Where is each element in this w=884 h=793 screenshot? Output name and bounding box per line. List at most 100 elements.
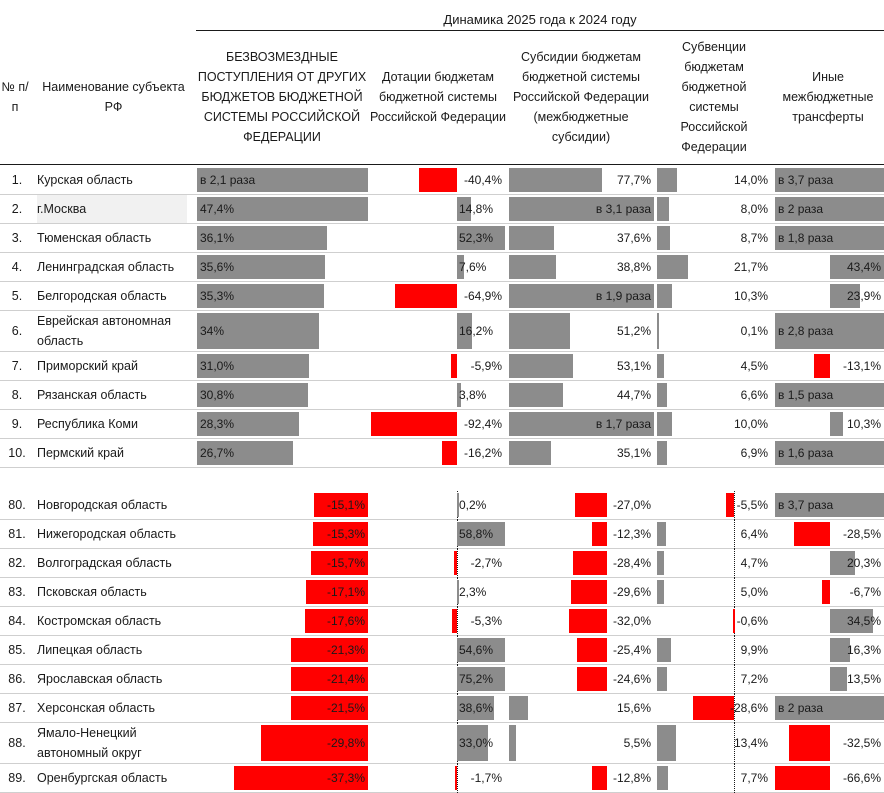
bar-subsidies	[509, 354, 573, 378]
value-label-subsidies: -24,6%	[612, 671, 651, 686]
value-label-other-transfers: 23,9%	[846, 288, 881, 303]
region-name: Белгородская область	[37, 289, 167, 303]
value-label-receipts: 30,8%	[200, 387, 235, 402]
bar-receipts	[197, 441, 294, 465]
value-label-grants: 0,2%	[459, 497, 487, 512]
bar-receipts	[313, 493, 368, 517]
bar-grants	[457, 580, 460, 604]
value-label-grants: 58,8%	[459, 526, 494, 541]
value-label-subventions: 8,7%	[740, 230, 768, 245]
bar-grants	[457, 226, 505, 250]
header-col-grants: Дотации бюджетам бюджетной системы Росси…	[370, 70, 506, 124]
bar-subsidies	[574, 493, 607, 517]
value-label-grants: -1,7%	[470, 770, 502, 785]
bar-grants	[457, 638, 505, 662]
zero-line	[734, 665, 735, 694]
value-label-subsidies: 38,8%	[616, 259, 651, 274]
bar-other-transfers	[775, 441, 884, 465]
value-label-subsidies: -12,8%	[612, 770, 651, 785]
row-number: 82.	[8, 555, 26, 570]
bar-subsidies	[591, 766, 607, 790]
value-label-subventions: 0,1%	[740, 323, 768, 338]
region-name: Липецкая область	[37, 643, 143, 657]
row-number: 3.	[11, 230, 23, 245]
value-label-subsidies: в 1,9 раза	[595, 288, 651, 303]
row-number: 10.	[8, 445, 26, 460]
value-label-other-transfers: в 1,6 раза	[778, 445, 834, 460]
value-label-subventions: -28,6%	[729, 700, 768, 715]
table-row: 8. Рязанская область 30,8% 3,8% 44,7% 6,6% в 1…	[0, 381, 884, 410]
zero-line	[734, 549, 735, 578]
region-name: г.Москва	[37, 195, 187, 223]
table-row: 89. Оренбургская область -37,3% -1,7% -12,8%…	[0, 764, 884, 793]
value-label-subventions: 14,0%	[733, 172, 768, 187]
bar-subventions	[657, 284, 672, 308]
header-rule	[0, 164, 884, 165]
value-label-receipts: -15,3%	[326, 526, 365, 541]
region-name: Херсонская область	[37, 701, 155, 715]
bar-subventions	[657, 354, 664, 378]
bar-receipts	[311, 551, 368, 575]
bar-receipts	[291, 638, 368, 662]
row-number: 4.	[11, 259, 23, 274]
table-row: 87. Херсонская область -21,5% 38,6% 15,6% -28…	[0, 694, 884, 723]
row-number: 5.	[11, 288, 23, 303]
zero-line	[457, 607, 458, 636]
value-label-receipts: 28,3%	[200, 416, 235, 431]
value-label-other-transfers: 16,3%	[846, 642, 881, 657]
bar-receipts	[260, 725, 368, 761]
table-row: 82. Волгоградская область -15,7% -2,7% -28,4…	[0, 549, 884, 578]
value-label-subventions: 4,5%	[740, 358, 768, 373]
header-name: Наименование субъекта РФ	[42, 80, 185, 114]
bar-subsidies	[509, 197, 654, 221]
row-number: 88.	[8, 735, 26, 750]
value-label-subventions: 10,3%	[733, 288, 768, 303]
zero-line	[734, 764, 735, 793]
value-label-receipts: 47,4%	[200, 201, 235, 216]
region-name: Пермский край	[37, 446, 124, 460]
value-label-other-transfers: 34,5%	[846, 613, 881, 628]
value-label-subsidies: 77,7%	[616, 172, 651, 187]
table-row: 86. Ярославская область -21,4% 75,2% -24,6% 7…	[0, 665, 884, 694]
value-label-other-transfers: в 3,7 раза	[778, 497, 834, 512]
value-label-receipts: -21,3%	[326, 642, 365, 657]
bar-subsidies	[577, 667, 607, 691]
zero-line	[734, 578, 735, 607]
bar-subventions	[657, 551, 664, 575]
value-label-subventions: 9,9%	[740, 642, 768, 657]
table-row: 3. Тюменская область 36,1% 52,3% 37,6% 8,7% в …	[0, 224, 884, 253]
row-number: 9.	[11, 416, 23, 431]
value-label-subventions: -5,5%	[736, 497, 768, 512]
value-label-subsidies: -32,0%	[612, 613, 651, 628]
bar-other-transfers	[821, 580, 830, 604]
bar-grants	[457, 725, 489, 761]
bar-subsidies	[509, 725, 516, 761]
bar-grants	[451, 609, 457, 633]
bar-subsidies	[509, 412, 654, 436]
value-label-subsidies: 44,7%	[616, 387, 651, 402]
value-label-grants: 33,0%	[459, 735, 494, 750]
bar-subventions	[733, 609, 736, 633]
value-label-grants: -64,9%	[463, 288, 502, 303]
bar-subsidies	[592, 522, 607, 546]
value-label-subventions: 4,7%	[740, 555, 768, 570]
bar-receipts	[306, 580, 368, 604]
value-label-receipts: 34%	[200, 323, 225, 338]
bar-receipts	[197, 284, 325, 308]
value-label-grants: 3,8%	[459, 387, 487, 402]
bar-grants	[457, 313, 473, 349]
value-label-other-transfers: 43,4%	[846, 259, 881, 274]
bar-other-transfers	[830, 638, 851, 662]
bar-grants	[441, 441, 457, 465]
value-label-receipts: 31,0%	[200, 358, 235, 373]
bar-receipts	[197, 412, 299, 436]
zero-line	[734, 723, 735, 764]
region-name: Псковская область	[37, 585, 147, 599]
bar-subsidies	[572, 551, 607, 575]
region-name: Волгоградская область	[37, 556, 172, 570]
bar-subsidies	[509, 284, 654, 308]
value-label-subsidies: -12,3%	[612, 526, 651, 541]
table-row: 83. Псковская область -17,1% 2,3% -29,6% 5,0%…	[0, 578, 884, 607]
table-row: 4. Ленинградская область 35,6% 7,6% 38,8% 21,…	[0, 253, 884, 282]
value-label-other-transfers: в 1,8 раза	[778, 230, 834, 245]
